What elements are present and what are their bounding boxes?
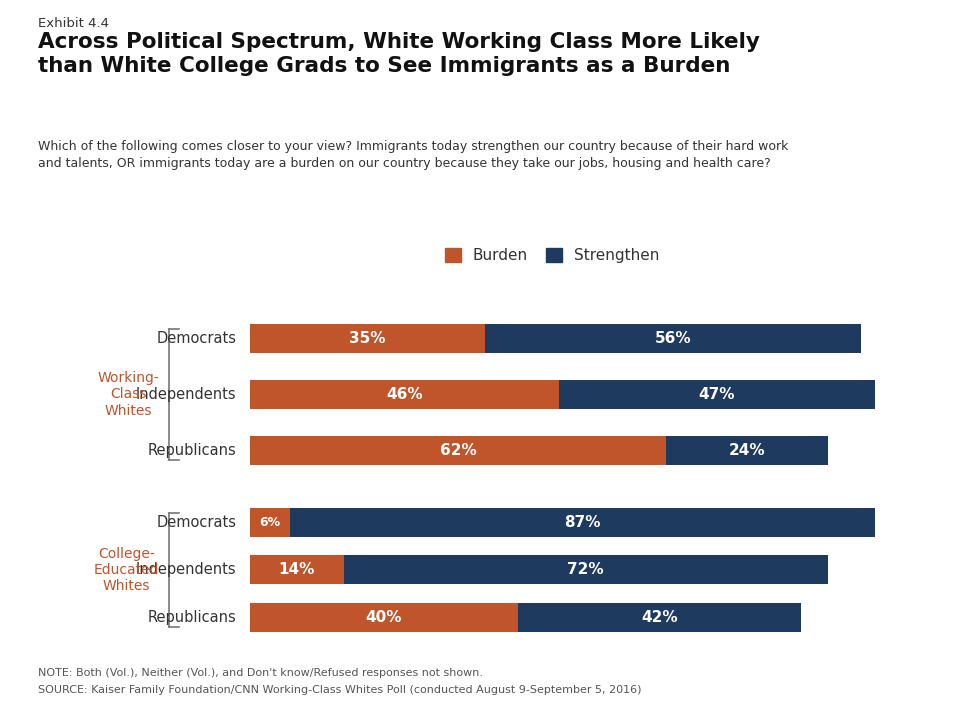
Text: Independents: Independents xyxy=(135,387,236,402)
Text: 62%: 62% xyxy=(440,443,476,458)
Text: 46%: 46% xyxy=(386,387,422,402)
Bar xyxy=(250,436,666,464)
Text: 40%: 40% xyxy=(366,610,402,625)
Bar xyxy=(485,324,861,353)
Text: Across Political Spectrum, White Working Class More Likely
than White College Gr: Across Political Spectrum, White Working… xyxy=(38,32,760,76)
Text: Independents: Independents xyxy=(135,562,236,577)
Text: FAMILY: FAMILY xyxy=(856,685,905,699)
Bar xyxy=(559,380,875,409)
Text: Which of the following comes closer to your view? Immigrants today strengthen ou: Which of the following comes closer to y… xyxy=(38,140,789,171)
Bar xyxy=(666,436,828,464)
Text: NOTE: Both (Vol.), Neither (Vol.), and Don't know/Refused responses not shown.: NOTE: Both (Vol.), Neither (Vol.), and D… xyxy=(38,668,484,678)
Text: 24%: 24% xyxy=(729,443,765,458)
Text: SOURCE: Kaiser Family Foundation/CNN Working-Class Whites Poll (conducted August: SOURCE: Kaiser Family Foundation/CNN Wor… xyxy=(38,685,642,696)
Text: FOUNDATION: FOUNDATION xyxy=(847,701,915,711)
Text: 56%: 56% xyxy=(655,331,691,346)
Text: College-
Educated
Whites: College- Educated Whites xyxy=(93,546,159,593)
Bar xyxy=(250,555,344,585)
Text: Republicans: Republicans xyxy=(148,443,236,458)
Text: 14%: 14% xyxy=(278,562,315,577)
Bar xyxy=(250,603,518,632)
Bar xyxy=(290,508,875,537)
Legend: Burden, Strengthen: Burden, Strengthen xyxy=(445,248,660,263)
Bar xyxy=(250,508,290,537)
Text: 6%: 6% xyxy=(259,516,280,529)
Text: KAISER: KAISER xyxy=(855,671,906,684)
Bar xyxy=(344,555,828,585)
Bar xyxy=(250,324,485,353)
Text: 87%: 87% xyxy=(564,515,601,530)
Bar xyxy=(250,380,559,409)
Text: 35%: 35% xyxy=(348,331,386,346)
Text: Republicans: Republicans xyxy=(148,610,236,625)
Text: Democrats: Democrats xyxy=(156,515,236,530)
Text: THE HENRY J.: THE HENRY J. xyxy=(855,657,906,666)
Text: Exhibit 4.4: Exhibit 4.4 xyxy=(38,17,109,30)
Text: 72%: 72% xyxy=(567,562,604,577)
Bar xyxy=(518,603,801,632)
Text: 42%: 42% xyxy=(641,610,678,625)
Text: Democrats: Democrats xyxy=(156,331,236,346)
Text: 47%: 47% xyxy=(698,387,735,402)
Text: Working-
Class
Whites: Working- Class Whites xyxy=(97,372,159,418)
